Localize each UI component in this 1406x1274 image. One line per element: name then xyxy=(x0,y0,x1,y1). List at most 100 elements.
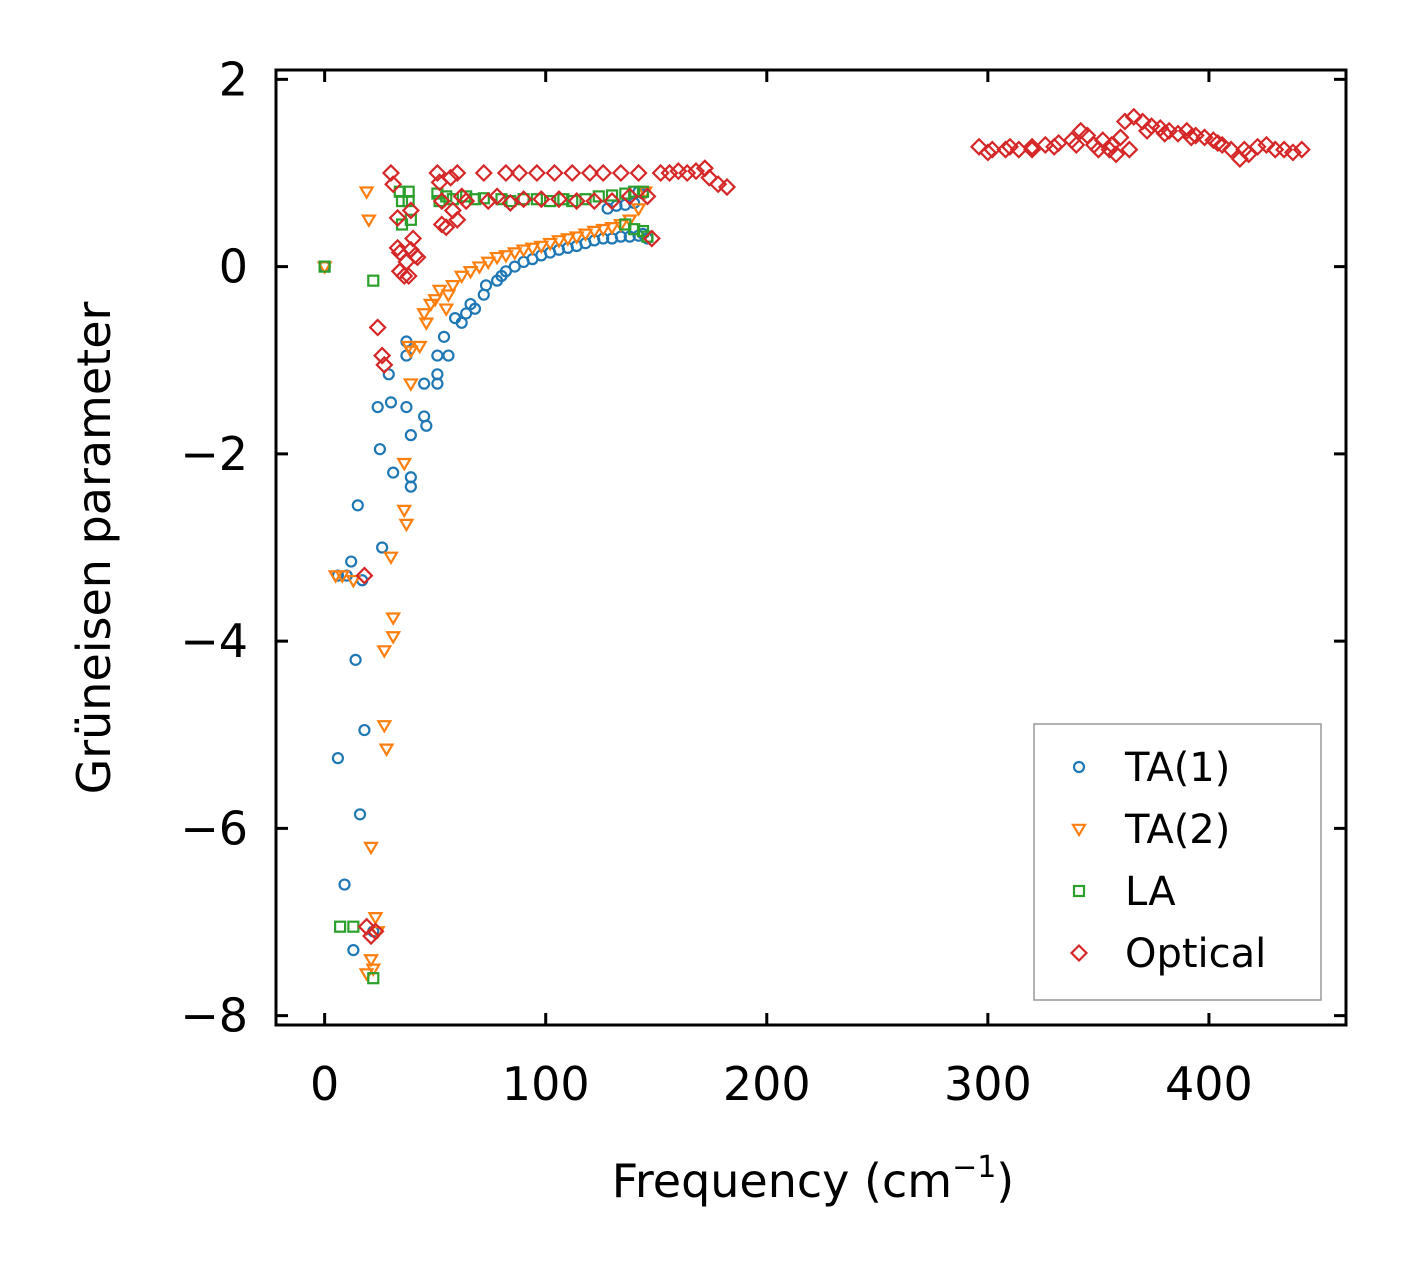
data-point xyxy=(621,214,638,228)
data-point xyxy=(1102,135,1121,154)
data-point xyxy=(1168,124,1188,143)
data-point xyxy=(678,163,697,183)
data-point xyxy=(385,631,402,645)
data-point xyxy=(367,274,380,287)
data-point xyxy=(510,163,529,183)
legend-item: TA(1) xyxy=(1072,745,1230,791)
data-point xyxy=(367,972,380,985)
data-point xyxy=(1182,128,1201,147)
data-point xyxy=(353,808,367,821)
data-point xyxy=(642,229,661,248)
data-point xyxy=(585,192,604,211)
data-point xyxy=(978,143,997,162)
y-tick-label: −4 xyxy=(180,614,248,668)
data-point xyxy=(404,229,423,248)
data-point xyxy=(533,240,550,255)
data-point xyxy=(542,237,559,252)
data-point xyxy=(488,187,507,206)
data-point xyxy=(474,163,493,183)
data-point xyxy=(1257,135,1276,154)
data-point xyxy=(566,194,579,208)
data-point xyxy=(567,192,586,211)
series-ta-1 xyxy=(318,185,654,957)
legend-label: TA(2) xyxy=(1124,807,1230,853)
data-point xyxy=(709,175,728,194)
data-point xyxy=(432,192,451,211)
data-point xyxy=(1177,121,1196,140)
data-point xyxy=(444,280,461,294)
x-axis-title-end: ) xyxy=(996,1154,1014,1208)
data-point xyxy=(549,190,569,209)
data-point xyxy=(1235,140,1254,159)
y-tick-labels: 2 0 −2 −4 −6 −8 xyxy=(180,52,248,1042)
series-la xyxy=(318,185,654,985)
legend-item: TA(2) xyxy=(1071,807,1230,853)
y-tick-label: −8 xyxy=(180,989,248,1043)
data-point xyxy=(365,963,382,977)
legend-frame xyxy=(1033,723,1322,1001)
data-point xyxy=(1292,140,1311,159)
data-point xyxy=(489,251,505,266)
data-point xyxy=(395,266,414,286)
data-point xyxy=(1160,121,1179,140)
data-point xyxy=(1124,107,1143,126)
data-marks xyxy=(316,107,1311,985)
data-point xyxy=(402,345,419,360)
data-point xyxy=(1155,124,1174,143)
data-point xyxy=(420,419,433,432)
data-point xyxy=(545,163,564,183)
x-tick-labels: 0 100 200 300 400 xyxy=(310,1057,1253,1111)
data-point xyxy=(375,355,394,374)
x-tick-label: 300 xyxy=(944,1057,1032,1111)
y-tick-label: 2 xyxy=(219,52,248,106)
data-point xyxy=(373,443,387,456)
data-point xyxy=(338,878,351,891)
data-point xyxy=(388,238,407,257)
x-axis-title: Frequency (cm−1) xyxy=(612,1150,1015,1208)
data-point xyxy=(457,192,476,211)
x-tick-label: 200 xyxy=(723,1057,811,1111)
data-point xyxy=(579,193,592,206)
data-point xyxy=(605,189,619,202)
data-point xyxy=(544,194,557,208)
data-point xyxy=(468,302,482,315)
data-point xyxy=(1248,137,1267,156)
data-point xyxy=(604,221,620,236)
x-tick-label: 0 xyxy=(310,1057,339,1111)
data-point xyxy=(1137,121,1157,140)
x-axis-title-main: Frequency (cm xyxy=(612,1154,952,1208)
data-point xyxy=(437,330,451,343)
data-point xyxy=(388,208,407,227)
data-point xyxy=(660,163,679,183)
data-point xyxy=(527,163,546,183)
data-point xyxy=(398,518,415,533)
data-point xyxy=(347,920,360,933)
data-point xyxy=(524,242,541,257)
data-point xyxy=(471,261,488,275)
data-point xyxy=(418,377,431,390)
data-point xyxy=(460,190,473,203)
data-point xyxy=(630,203,647,217)
data-point xyxy=(396,504,413,519)
data-point xyxy=(506,247,523,261)
data-point xyxy=(620,187,639,206)
data-point xyxy=(432,215,451,234)
data-point xyxy=(700,168,719,187)
data-point xyxy=(1023,140,1042,159)
data-point xyxy=(580,163,599,183)
data-point xyxy=(401,201,420,220)
data-point xyxy=(638,187,657,206)
data-point xyxy=(431,349,444,362)
data-point xyxy=(577,228,594,243)
data-point xyxy=(399,266,418,286)
data-point xyxy=(362,926,381,946)
data-point xyxy=(629,163,648,183)
data-point xyxy=(1213,135,1232,154)
data-point xyxy=(628,185,641,198)
data-point xyxy=(368,318,387,337)
data-point xyxy=(358,186,375,200)
data-point xyxy=(440,190,453,203)
data-point xyxy=(996,140,1015,159)
data-point xyxy=(385,612,402,626)
